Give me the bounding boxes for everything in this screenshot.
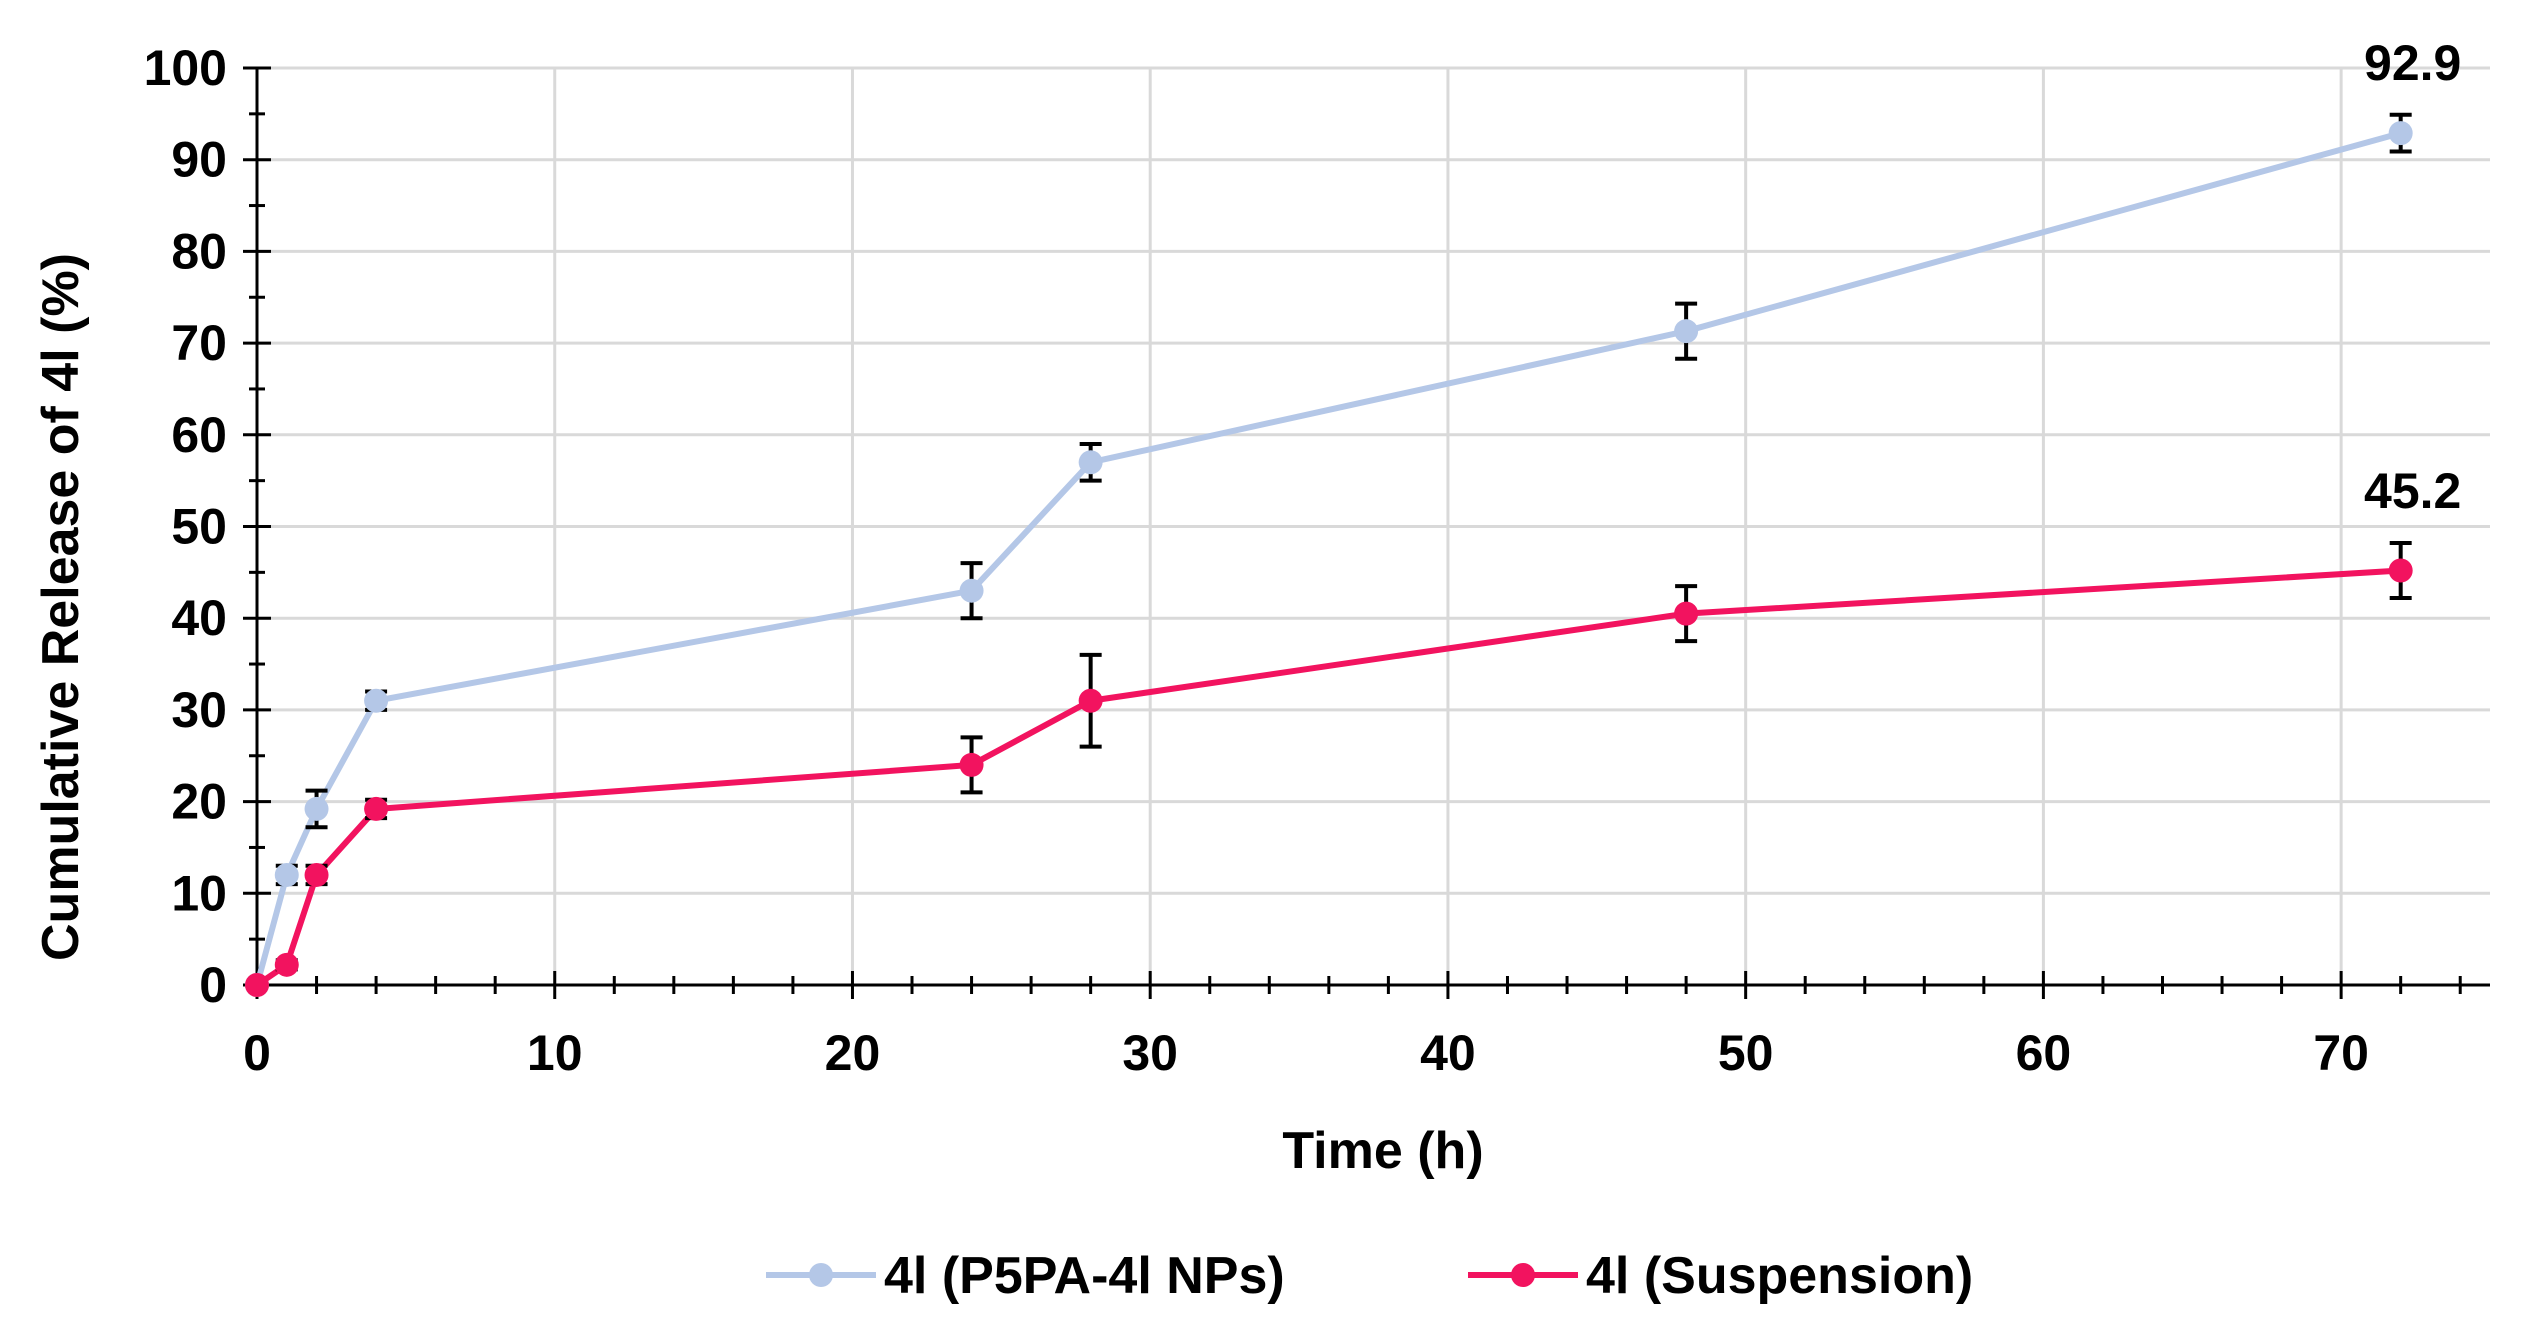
data-point: [2388, 121, 2413, 146]
legend-marker: [1511, 1263, 1535, 1287]
y-tick-label: 30: [171, 682, 227, 738]
y-tick-label: 0: [199, 957, 227, 1013]
labels-layer: 92.9 45.2: [2364, 35, 2461, 519]
data-point: [1078, 688, 1103, 713]
y-tick-label: 10: [171, 865, 227, 921]
axes-layer: 0 10 20 30 40 50 60 70 80 90 100 0 10 20 30 40 50 60 70: [144, 40, 2490, 1081]
y-tick-label: 80: [171, 223, 227, 279]
series-1: [245, 112, 2413, 997]
x-tick-label: 40: [1420, 1025, 1476, 1081]
data-point: [959, 752, 984, 777]
legend-label: 4l (Suspension): [1586, 1247, 1973, 1305]
data-label: 45.2: [2364, 463, 2461, 519]
data-point: [364, 796, 389, 821]
data-point: [364, 688, 389, 713]
data-point: [274, 862, 299, 887]
grid-layer: [257, 66, 2490, 985]
series-line: [254, 130, 2402, 986]
x-tick-label: 70: [2313, 1025, 2369, 1081]
x-tick-label: 30: [1122, 1025, 1178, 1081]
series-layer: [245, 112, 2413, 997]
y-tick-label: 60: [171, 407, 227, 463]
y-tick-label: 90: [171, 132, 227, 188]
series-2: [245, 541, 2413, 997]
x-tick-label: 20: [825, 1025, 881, 1081]
x-tick-label: 10: [527, 1025, 583, 1081]
y-tick-label: 40: [171, 590, 227, 646]
data-label: 92.9: [2364, 35, 2461, 91]
legend: 4l (P5PA-4l NPs) 4l (Suspension): [766, 1247, 1973, 1305]
x-axis-title: Time (h): [1282, 1122, 1483, 1180]
data-point: [1674, 319, 1699, 344]
data-point: [304, 862, 329, 887]
data-point: [2388, 558, 2413, 583]
legend-marker: [809, 1263, 833, 1287]
legend-item-2: 4l (Suspension): [1468, 1247, 1973, 1305]
series-line: [255, 567, 2401, 988]
x-tick-label: 50: [1718, 1025, 1774, 1081]
y-tick-label: 20: [171, 774, 227, 830]
data-point: [1674, 601, 1699, 626]
data-point: [304, 796, 329, 821]
legend-item-1: 4l (P5PA-4l NPs): [766, 1247, 1285, 1305]
y-tick-label: 50: [171, 499, 227, 555]
data-point: [1078, 450, 1103, 475]
y-tick-label: 100: [144, 40, 227, 96]
legend-label: 4l (P5PA-4l NPs): [884, 1247, 1285, 1305]
data-point: [959, 578, 984, 603]
y-tick-label: 70: [171, 315, 227, 371]
y-axis-title: Cumulative Release of 4l (%): [32, 253, 90, 961]
x-tick-label: 60: [2016, 1025, 2072, 1081]
data-point: [245, 973, 269, 997]
data-point: [274, 952, 299, 977]
x-tick-label: 0: [243, 1025, 271, 1081]
